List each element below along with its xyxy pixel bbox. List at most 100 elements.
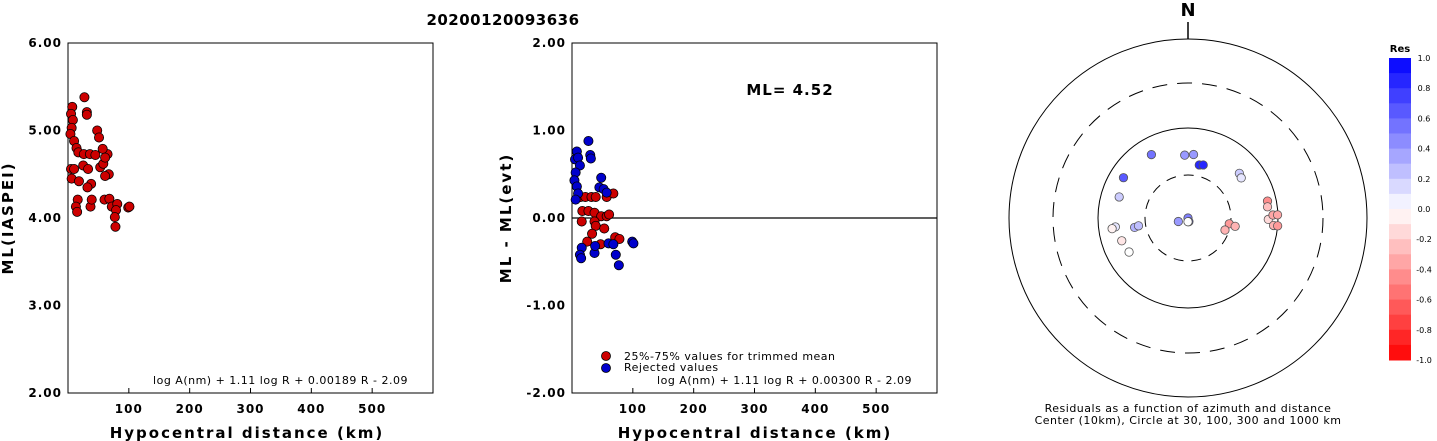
left-data-point: [69, 163, 80, 174]
colorbar-label: -0.6: [1416, 296, 1432, 305]
colorbar-label: -0.4: [1416, 265, 1432, 274]
left-x-tick-label: 500: [358, 402, 386, 416]
colorbar-label: 0.0: [1418, 205, 1431, 214]
middle-data-point: [610, 249, 621, 260]
ring-300km: [1052, 82, 1324, 354]
legend-trimmed-marker: [601, 351, 611, 361]
middle-data-point: [590, 240, 601, 251]
polar-data-point: [1262, 202, 1273, 212]
polar-data-points: [1107, 149, 1283, 257]
left-data-point: [94, 132, 105, 143]
polar-data-point: [1236, 173, 1246, 183]
left-data-point: [73, 176, 84, 187]
left-x-tick-label: 400: [297, 402, 325, 416]
middle-data-point: [570, 194, 581, 205]
colorbar-cell: [1389, 133, 1411, 150]
middle-x-tick-label: 300: [740, 402, 768, 416]
left-data-point: [97, 143, 108, 154]
colorbar-cell: [1389, 269, 1411, 285]
polar-caption-line2: Center (10km), Circle at 30, 100, 300 an…: [1035, 414, 1342, 427]
polar-data-point: [1118, 173, 1129, 183]
polar-data-point: [1272, 210, 1283, 220]
polar-data-point: [1146, 150, 1157, 160]
left-y-tick-label: 4.00: [28, 211, 62, 225]
left-y-tick-label: 3.00: [28, 299, 62, 313]
polar-data-point: [1198, 160, 1208, 170]
colorbar-label: -0.8: [1416, 326, 1432, 335]
colorbar-label: 0.4: [1418, 145, 1431, 154]
middle-x-axis-label: Hypocentral distance (km): [618, 424, 893, 441]
polar-data-point: [1180, 150, 1190, 160]
middle-y-tick-label: -2.00: [526, 386, 566, 400]
polar-data-point: [1114, 192, 1124, 202]
middle-y-tick-label: 2.00: [532, 36, 566, 50]
legend-rejected-label: Rejected values: [624, 361, 719, 374]
middle-y-axis-label: ML - ML(evt): [497, 153, 515, 283]
middle-y-tick-label: -1.00: [526, 299, 566, 313]
polar-data-point: [1107, 224, 1117, 234]
ml-value: ML= 4.52: [746, 81, 833, 99]
polar-caption-line1: Residuals as a function of azimuth and d…: [1045, 402, 1332, 415]
middle-data-point: [601, 187, 612, 198]
left-y-axis-label: ML(IASPEI): [0, 161, 17, 274]
polar-data-point: [1273, 221, 1283, 231]
colorbar-cell: [1389, 88, 1411, 104]
left-data-point: [90, 149, 101, 160]
colorbar-cell: [1389, 118, 1411, 134]
polar-data-point: [1124, 247, 1134, 257]
colorbar-cell: [1389, 103, 1411, 119]
colorbar-labels: 1.0 0.8 0.6 0.4 0.2 0.0 -0.2 -0.4 -0.6 -0.8 -1.0: [1416, 54, 1432, 365]
left-y-tick-label: 6.00: [28, 36, 62, 50]
polar-panel: N Residuals as a function of azimuth and…: [1008, 0, 1368, 427]
middle-formula: log A(nm) + 1.11 log R + 0.00300 R - 2.0…: [657, 374, 912, 387]
left-data-point: [100, 152, 111, 163]
left-data-point: [100, 170, 111, 181]
middle-data-point: [628, 238, 639, 249]
left-plot-frame: [67, 42, 434, 394]
middle-data-point: [576, 253, 587, 264]
middle-x-tick-label: 500: [862, 402, 890, 416]
colorbar-cell: [1389, 224, 1411, 240]
middle-data-point: [590, 191, 601, 202]
colorbar-cell: [1389, 73, 1411, 89]
middle-data-point: [596, 172, 607, 183]
left-x-tick-label: 100: [115, 402, 143, 416]
middle-x-tick-label: 400: [801, 402, 829, 416]
left-panel: 6.00 5.00 4.00 3.00 2.00 100 200 300 400 500 ML(…: [0, 36, 434, 441]
polar-data-point: [1230, 221, 1240, 231]
colorbar-label: -0.2: [1416, 235, 1432, 244]
legend-rejected-marker: [601, 363, 611, 373]
left-data-point: [110, 221, 121, 232]
middle-x-tick-label: 100: [619, 402, 647, 416]
legend-trimmed-label: 25%-75% values for trimmed mean: [624, 350, 836, 363]
polar-data-point: [1183, 217, 1193, 227]
colorbar-cell: [1389, 148, 1411, 165]
middle-panel: 2.00 1.00 0.00 -1.00 -2.00 100 200 300 400 500 M…: [497, 36, 938, 441]
north-label: N: [1180, 0, 1195, 21]
left-data-point: [109, 212, 120, 223]
middle-y-tick-label: 0.00: [532, 211, 566, 225]
colorbar-title: Res: [1390, 44, 1410, 55]
middle-data-point: [585, 153, 596, 164]
colorbar-cells: [1389, 58, 1411, 361]
polar-data-point: [1188, 149, 1199, 160]
middle-data-point: [576, 216, 587, 227]
colorbar-cell: [1389, 209, 1411, 225]
left-data-point: [81, 109, 92, 120]
middle-x-tick-label: 200: [680, 402, 708, 416]
colorbar: Res 1.0 0.8 0.6 0.4 0.2 0.0 -0.2 -0.4 -0.6 -0.8 -1…: [1389, 44, 1432, 365]
colorbar-cell: [1389, 239, 1411, 255]
left-x-axis-label: Hypocentral distance (km): [110, 424, 385, 441]
middle-y-tick-label: 1.00: [532, 124, 566, 138]
colorbar-cell: [1389, 254, 1411, 270]
left-data-point: [79, 92, 90, 103]
colorbar-label: 0.2: [1418, 175, 1431, 184]
colorbar-cell: [1389, 299, 1411, 316]
ring-1000km: [1008, 38, 1368, 398]
left-data-point: [86, 194, 97, 205]
figure-title: 20200120093636: [426, 11, 579, 29]
colorbar-label: 1.0: [1418, 54, 1431, 63]
middle-x-ticks: 100 200 300 400 500: [619, 388, 890, 416]
colorbar-cell: [1389, 284, 1411, 301]
colorbar-label: 0.6: [1418, 114, 1431, 123]
